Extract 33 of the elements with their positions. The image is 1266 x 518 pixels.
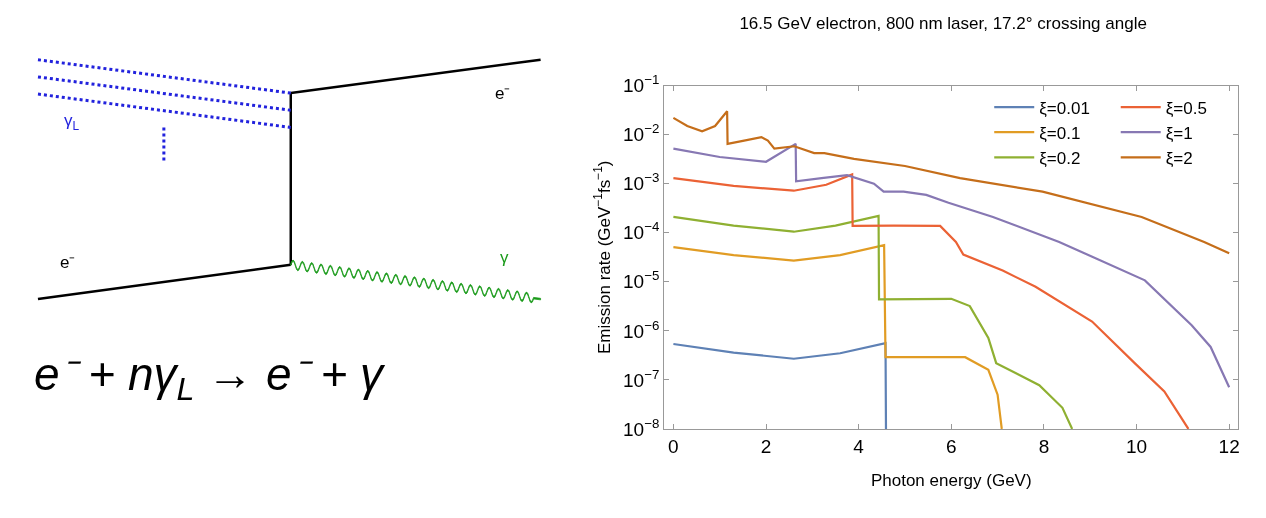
- line-series: [672, 342, 888, 429]
- x-tick-label: 12: [1218, 435, 1240, 457]
- legend-label: ξ=0.1: [1039, 123, 1081, 143]
- y-tick-label: 10$^{−2}$: [623, 121, 660, 146]
- y-tick-label: 10$^{−4}$: [623, 219, 660, 244]
- y-tick-label: 10$^{−6}$: [623, 317, 660, 342]
- y-tick-label: 10$^{−5}$: [623, 268, 660, 293]
- legend-label: ξ=0.5: [1165, 98, 1207, 118]
- x-tick-label: 0: [668, 435, 679, 457]
- text: γ$_{L}$: [64, 111, 80, 133]
- legend-label: ξ=1: [1165, 123, 1193, 143]
- text: γ: [500, 248, 509, 267]
- x-tick-label: 4: [853, 435, 865, 457]
- x-tick-label: 8: [1038, 435, 1050, 457]
- y-tick-label: 10$^{−7}$: [623, 366, 660, 391]
- text: e⁻ + nγ$_{L}$ → e⁻ + γ: [34, 348, 387, 407]
- line-series: [672, 214, 1074, 429]
- text: e⁻: [60, 253, 76, 272]
- x-tick-label: 2: [760, 435, 772, 457]
- chart-title: 16.5 GeV electron, 800 nm laser, 17.2° crossing angle: [739, 14, 1147, 34]
- line-series: [672, 142, 1231, 389]
- y-tick-label: 10$^{−3}$: [623, 170, 660, 195]
- line-series: [672, 244, 1003, 429]
- legend-label: ξ=0.2: [1039, 148, 1081, 168]
- line-series: [672, 173, 1190, 429]
- x-tick-label: 10: [1125, 435, 1148, 457]
- x-tick-label: 6: [945, 435, 957, 457]
- text: e⁻: [495, 84, 511, 103]
- y-tick-label: 10$^{−8}$: [623, 415, 660, 440]
- legend-label: ξ=2: [1165, 148, 1193, 168]
- x-axis-title: Photon energy (GeV): [870, 471, 1032, 491]
- legend-label: ξ=0.01: [1039, 98, 1090, 118]
- y-tick-label: 10$^{−1}$: [623, 72, 660, 97]
